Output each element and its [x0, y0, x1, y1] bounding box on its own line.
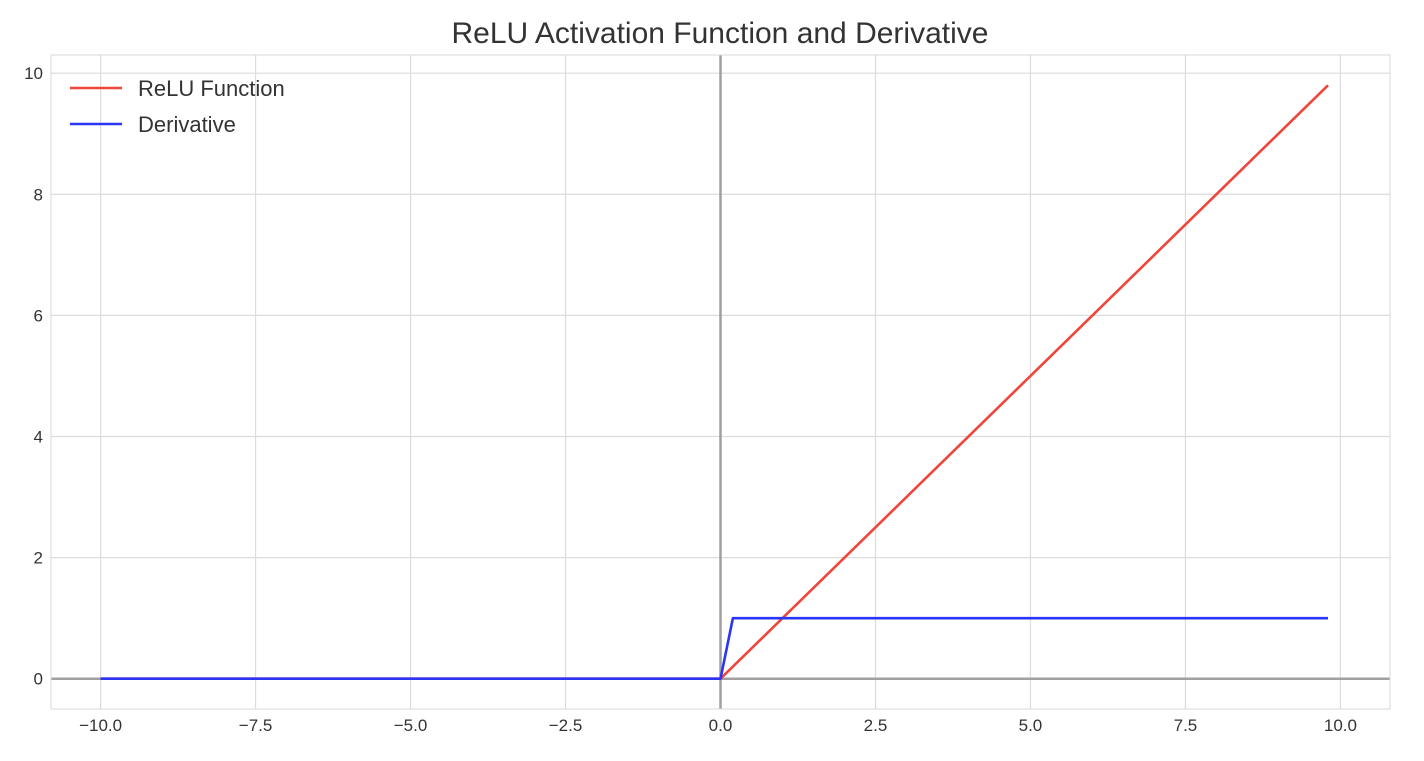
x-tick-label: −2.5	[549, 716, 583, 735]
legend-label: Derivative	[138, 112, 236, 137]
plot-frame	[50, 54, 1391, 710]
x-tick-label: −5.0	[394, 716, 428, 735]
x-tick-label: 10.0	[1324, 716, 1357, 735]
x-tick-label: −10.0	[79, 716, 122, 735]
y-tick-label: 0	[34, 670, 43, 689]
plot-area: −10.0 −7.5 −5.0 −2.5 0.0 2.5 5.0 7.5 10.0 0 2 4 6 8 10	[24, 54, 1391, 735]
chart-title: ReLU Activation Function and Derivative	[452, 17, 989, 50]
y-tick-label: 4	[34, 428, 43, 447]
y-tick-label: 8	[34, 185, 43, 204]
y-tick-label: 10	[24, 64, 43, 83]
series-line-derivative	[100, 616, 1329, 681]
y-tick-label: 2	[34, 549, 43, 568]
x-tick-label: 0.0	[709, 716, 733, 735]
x-tick-label: −7.5	[239, 716, 273, 735]
legend: ReLU Function Derivative	[70, 76, 285, 137]
legend-label: ReLU Function	[138, 76, 285, 101]
x-tick-label: 5.0	[1019, 716, 1043, 735]
x-tick-label: 7.5	[1174, 716, 1198, 735]
x-tick-label: 2.5	[864, 716, 888, 735]
y-tick-label: 6	[34, 306, 43, 325]
